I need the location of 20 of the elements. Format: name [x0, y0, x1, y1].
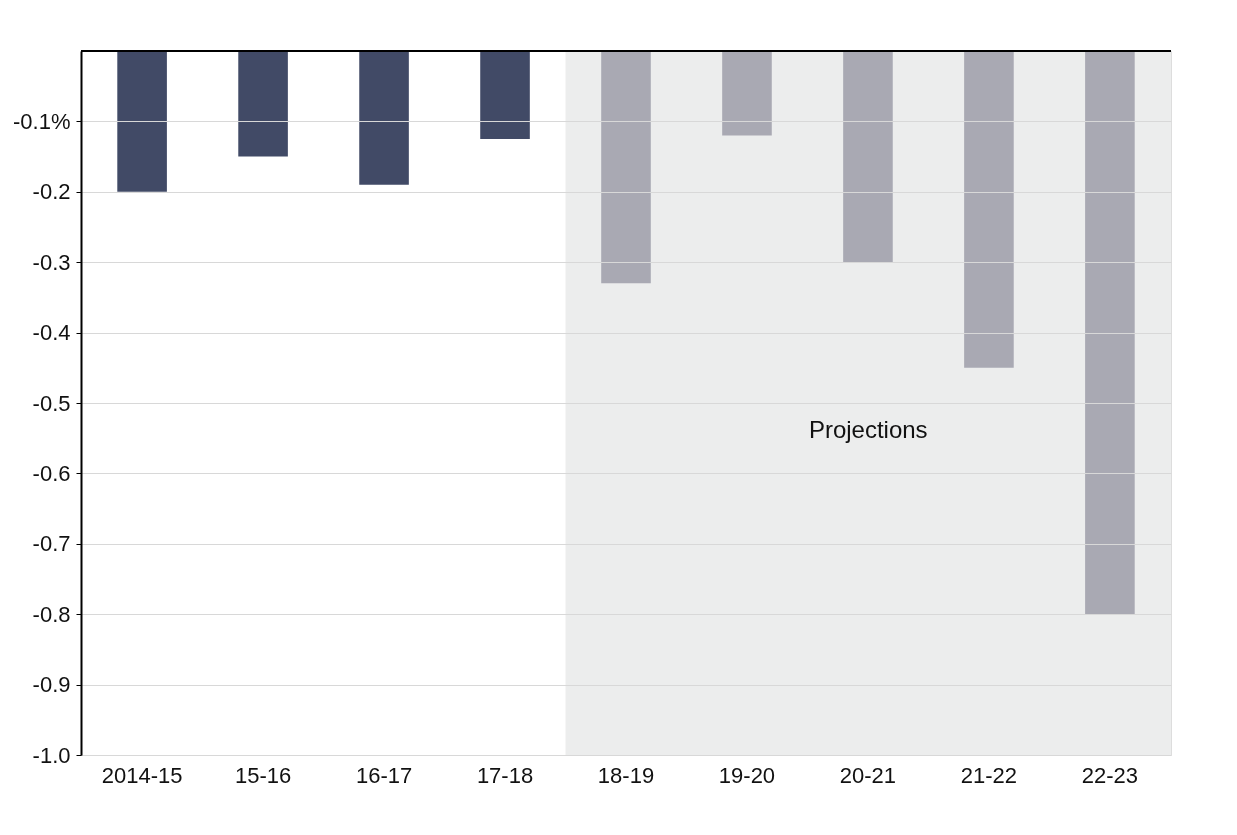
x-tick-label: 19-20 [718, 762, 776, 788]
y-tick-label: -0.7 [32, 531, 71, 557]
x-tick-label: 17-18 [476, 762, 534, 788]
x-tick-label: 15-16 [234, 762, 292, 788]
y-tick-label: -0.3 [32, 249, 71, 275]
y-tick-label: -0.8 [32, 601, 71, 627]
x-tick-label: 16-17 [355, 762, 413, 788]
y-tick-label: -0.9 [32, 672, 71, 698]
x-tick-label: 22-23 [1081, 762, 1139, 788]
x-tick-label: 2014-15 [101, 762, 183, 788]
y-tick-label: -0.1% [13, 108, 71, 134]
x-tick-label: 18-19 [597, 762, 655, 788]
y-tick-label: -0.6 [32, 460, 71, 486]
y-tick-label: -0.4 [32, 320, 71, 346]
y-tick-label: -0.2 [32, 179, 71, 205]
y-tick-label: -0.5 [32, 390, 71, 416]
y-tick-label: -1.0 [32, 742, 71, 768]
band-label: Projections [808, 416, 928, 444]
x-tick-label: 21-22 [960, 762, 1018, 788]
x-tick-label: 20-21 [839, 762, 897, 788]
